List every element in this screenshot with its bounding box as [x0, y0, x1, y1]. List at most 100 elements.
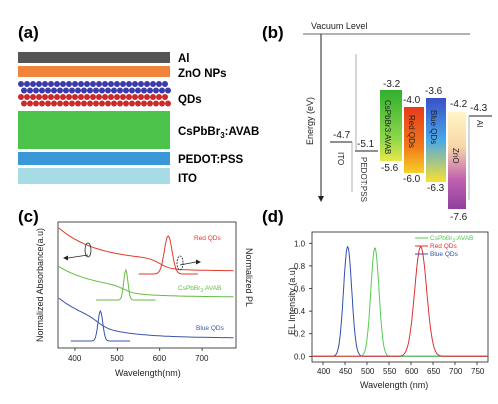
- zno-name: ZnO: [451, 148, 460, 164]
- panel-d-xtick: 600: [405, 367, 419, 376]
- zno-bandgap: [448, 112, 466, 209]
- qd-dot: [75, 100, 81, 107]
- qd-dot: [84, 94, 90, 100]
- qd-dot: [153, 100, 159, 107]
- panel-d-ytick: 0.4: [294, 307, 306, 316]
- qd-dot: [78, 94, 84, 100]
- qd-dot: [45, 87, 51, 94]
- qd-dot: [69, 100, 75, 107]
- qd-dot: [48, 94, 54, 100]
- qd-dot: [111, 100, 117, 107]
- ito-name: ITO: [336, 152, 345, 165]
- zno-homo: -7.6: [450, 212, 468, 223]
- qd-dot: [129, 87, 135, 94]
- layer-pedot: [18, 152, 170, 165]
- qd-dot: [78, 81, 84, 87]
- pl-curve: [70, 309, 130, 342]
- qd-dot: [99, 100, 105, 107]
- qd-dot: [90, 94, 96, 100]
- qd-dot: [87, 100, 93, 107]
- pl-curve: [96, 268, 156, 301]
- qd-dot: [33, 100, 39, 107]
- qd-dot: [132, 94, 138, 100]
- qd-dot: [153, 87, 159, 94]
- qd-dot: [36, 94, 42, 100]
- qd-dot: [165, 87, 171, 94]
- panel-c-xtick: 400: [68, 354, 82, 363]
- panel-c-legend-red: Red QDs: [194, 235, 221, 242]
- cspbbr3-lumo: -3.2: [383, 79, 401, 90]
- qd-dot: [54, 81, 60, 87]
- qd-dot: [105, 100, 111, 107]
- qd-dot: [21, 87, 27, 94]
- qd-dot: [21, 100, 27, 107]
- qd-dot: [57, 100, 63, 107]
- cspbbr3-bandgap: [380, 90, 402, 161]
- qd-dot: [54, 94, 60, 100]
- qd-dot: [162, 81, 168, 87]
- layer-zno: [18, 66, 170, 77]
- qd-dot: [114, 94, 120, 100]
- qd-dot: [120, 81, 126, 87]
- panel-c-curves: [58, 227, 234, 342]
- qd-dot: [87, 87, 93, 94]
- panel-c-xtick: 700: [195, 354, 209, 363]
- blue-qds-name: Blue QDs: [429, 110, 438, 144]
- panel-d-curves: [312, 245, 488, 357]
- al-value: -4.3: [470, 103, 488, 114]
- panel-c-label: (c): [18, 207, 39, 226]
- qd-dot: [159, 87, 165, 94]
- qd-dot: [27, 87, 33, 94]
- panel-c-legend-cspbbr3: CsPbBr3:AVAB: [178, 285, 221, 294]
- qd-dot: [123, 100, 129, 107]
- red-qds-bandgap: [404, 107, 424, 173]
- qd-dot: [129, 100, 135, 107]
- ito-value: -4.7: [333, 130, 351, 141]
- absorbance-curve: [58, 227, 234, 272]
- label-pedot: PEDOT:PSS: [178, 154, 244, 166]
- panel-d-ytick: 0.8: [294, 262, 306, 271]
- layer-ito: [18, 168, 170, 184]
- qd-dot: [102, 94, 108, 100]
- panel-d-xlabel: Wavelength (nm): [360, 380, 428, 390]
- layer-al: [18, 52, 170, 63]
- pedot-name: PEDOT:PSS: [359, 157, 368, 202]
- el-curve: [312, 246, 488, 357]
- qd-dot: [141, 87, 147, 94]
- qd-dot: [123, 87, 129, 94]
- red-qds-homo: -6.0: [403, 174, 421, 185]
- panel-d-xtick: 650: [427, 367, 441, 376]
- qd-dot: [147, 87, 153, 94]
- qd-dot: [126, 81, 132, 87]
- qd-dot: [99, 87, 105, 94]
- qd-dot: [141, 100, 147, 107]
- panel-c-arrows: [63, 242, 201, 271]
- label-al: Al: [178, 53, 190, 65]
- qd-dot: [93, 100, 99, 107]
- device-stack: [18, 52, 171, 184]
- qd-dot: [150, 94, 156, 100]
- qd-dot: [39, 100, 45, 107]
- panel-d-label: (d): [262, 207, 284, 226]
- panel-c-ylabel-right: Normalized PL: [244, 248, 254, 307]
- qd-dot: [165, 100, 171, 107]
- cspbbr3-homo: -5.6: [381, 163, 399, 174]
- el-curve: [312, 245, 488, 357]
- qd-dot: [144, 81, 150, 87]
- qd-dot: [72, 81, 78, 87]
- qd-dot: [96, 94, 102, 100]
- qd-dot: [30, 94, 36, 100]
- label-qds: QDs: [178, 94, 202, 106]
- blue-qds-bandgap: [426, 98, 446, 182]
- qd-dot: [96, 81, 102, 87]
- qd-dot: [66, 94, 72, 100]
- qd-dot: [66, 81, 72, 87]
- panel-c-xtick: 600: [153, 354, 167, 363]
- qd-dot: [93, 87, 99, 94]
- layer-qds: [18, 81, 171, 107]
- label-cspbbr3: CsPbBr3:AVAB: [178, 126, 259, 140]
- qd-dot: [156, 81, 162, 87]
- qd-dot: [90, 81, 96, 87]
- qd-dot: [132, 81, 138, 87]
